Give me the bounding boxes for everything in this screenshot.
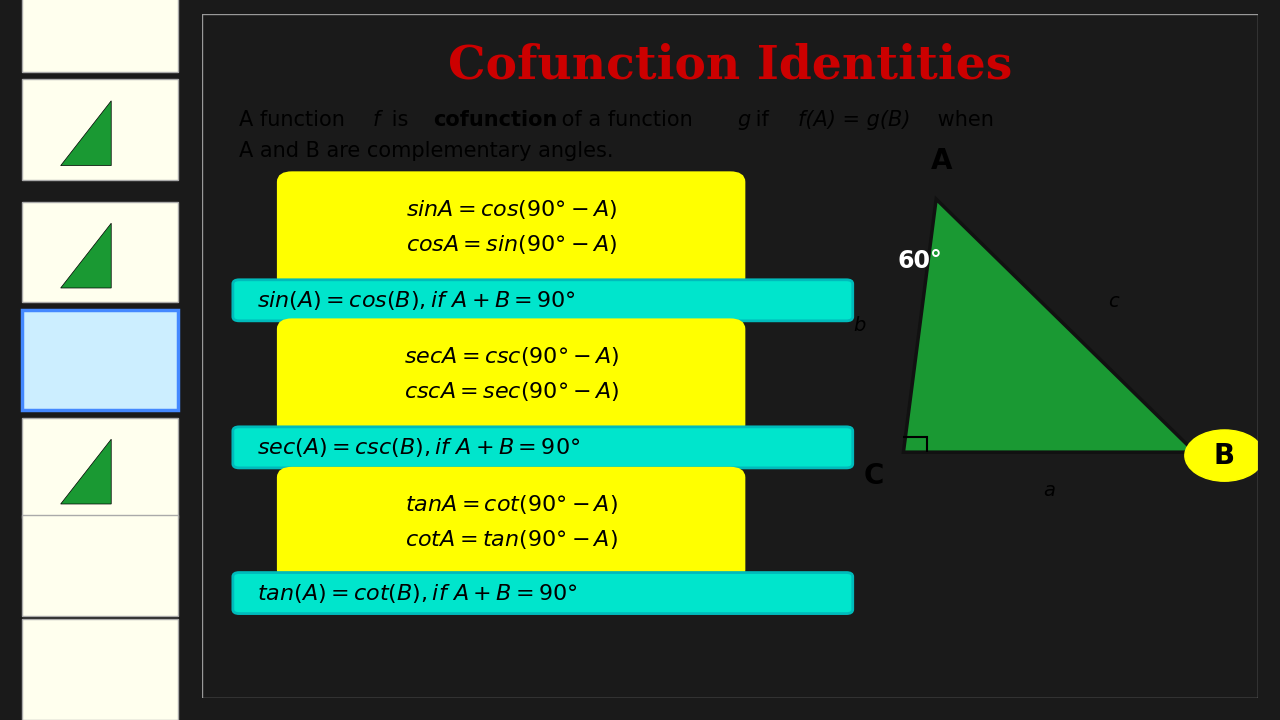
Text: $sin(A) = cos(B), if\ A + B = 90°$: $sin(A) = cos(B), if\ A + B = 90°$ [257,289,576,312]
Polygon shape [60,223,111,288]
Text: a: a [1043,481,1055,500]
Text: $cscA = sec(90° − A)$: $cscA = sec(90° − A)$ [404,379,620,402]
Text: cofunction: cofunction [434,110,558,130]
Text: $cotA = tan(90° − A)$: $cotA = tan(90° − A)$ [406,528,618,551]
Text: when: when [932,110,995,130]
FancyBboxPatch shape [22,515,178,616]
Text: A function: A function [239,110,352,130]
Text: $sec(A) = csc(B), if\ A + B = 90°$: $sec(A) = csc(B), if\ A + B = 90°$ [257,436,580,459]
Polygon shape [60,101,111,166]
FancyBboxPatch shape [279,174,742,286]
Text: 60°: 60° [897,248,943,273]
Text: if: if [749,110,776,130]
FancyBboxPatch shape [22,310,178,410]
FancyBboxPatch shape [279,469,742,578]
FancyBboxPatch shape [22,79,178,180]
Text: $sinA = cos(90° − A)$: $sinA = cos(90° − A)$ [406,198,617,221]
Text: f(A) = g(B): f(A) = g(B) [797,110,910,130]
FancyBboxPatch shape [22,619,178,720]
Text: g: g [737,110,750,130]
FancyBboxPatch shape [233,280,852,321]
Polygon shape [904,199,1196,452]
Text: $cosA = sin(90° − A)$: $cosA = sin(90° − A)$ [406,233,617,256]
Text: of a function: of a function [556,110,699,130]
Text: c: c [1107,292,1119,311]
FancyBboxPatch shape [22,202,178,302]
FancyBboxPatch shape [233,572,852,613]
FancyBboxPatch shape [22,418,178,518]
Polygon shape [60,439,111,504]
FancyBboxPatch shape [22,0,178,72]
Text: C: C [864,462,884,490]
Text: B: B [1213,441,1235,469]
FancyBboxPatch shape [279,321,742,433]
Text: b: b [852,316,865,335]
Text: is: is [385,110,415,130]
Text: Cofunction Identities: Cofunction Identities [448,42,1012,89]
FancyBboxPatch shape [233,427,852,468]
Text: $tanA = cot(90° − A)$: $tanA = cot(90° − A)$ [406,493,618,516]
Text: f: f [372,110,380,130]
Text: $secA = csc(90° − A)$: $secA = csc(90° − A)$ [404,345,620,368]
Ellipse shape [1185,430,1265,481]
Text: $tan(A) = cot(B), if\ A + B = 90°$: $tan(A) = cot(B), if\ A + B = 90°$ [257,582,577,605]
Text: A: A [931,147,952,175]
Text: A and B are complementary angles.: A and B are complementary angles. [239,141,613,161]
